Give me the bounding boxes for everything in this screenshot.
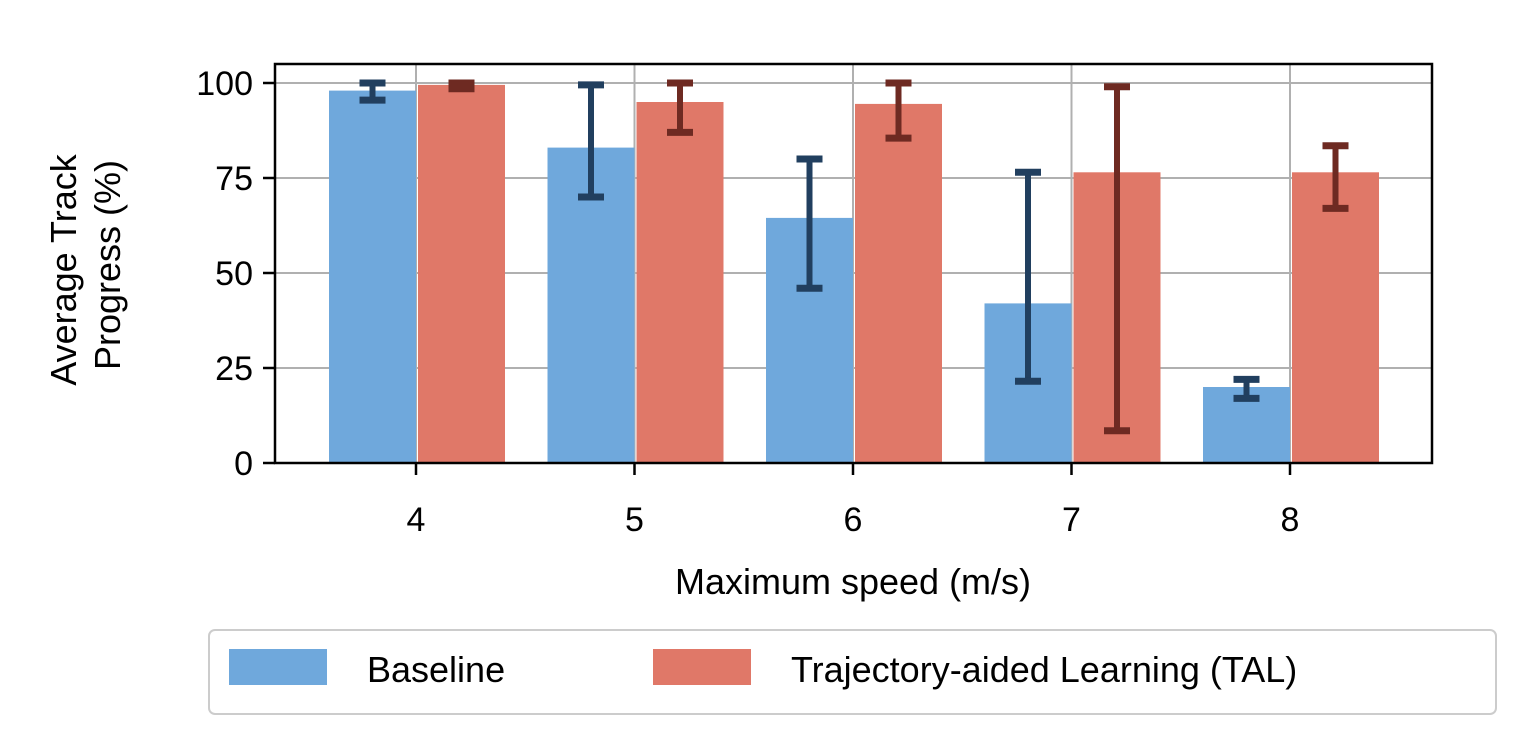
y-tick-label: 100 [196, 65, 253, 103]
legend-swatch-tal [653, 649, 751, 685]
error-bars [359, 79, 1349, 435]
x-axis-title: Maximum speed (m/s) [675, 561, 1031, 602]
y-tick-label: 50 [215, 255, 253, 293]
error-bar-baseline [1233, 375, 1260, 402]
legend: Baseline Trajectory-aided Learning (TAL) [208, 629, 1497, 715]
y-axis-title: Average Track Progress (%) [43, 144, 128, 385]
bar-tal [636, 102, 724, 463]
legend-label-tal: Trajectory-aided Learning (TAL) [791, 649, 1297, 690]
bars [329, 84, 1379, 464]
x-tick-label: 5 [625, 501, 644, 539]
error-bar-tal [448, 79, 475, 93]
x-tick-label: 4 [407, 501, 426, 539]
bar-baseline [329, 90, 416, 463]
legend-swatch-baseline [229, 649, 327, 685]
error-bar-tal [885, 79, 912, 142]
error-bar-baseline [1015, 168, 1041, 385]
legend-label-baseline: Baseline [367, 649, 505, 690]
bar-tal [1292, 172, 1379, 464]
x-tick-label: 6 [844, 501, 863, 539]
error-bar-baseline [796, 155, 823, 292]
x-tick-label: 7 [1062, 501, 1081, 539]
y-tick-label: 0 [234, 445, 253, 483]
error-bar-tal [667, 79, 693, 136]
bar-tal [418, 84, 505, 464]
error-bar-tal [1104, 83, 1130, 435]
x-tick-label: 8 [1281, 501, 1300, 539]
error-bar-baseline [578, 81, 604, 201]
y-tick-label: 75 [215, 160, 253, 198]
error-bar-baseline [359, 79, 386, 104]
y-axis-title-line-1: Average Track [43, 153, 84, 385]
error-bar-tal [1322, 142, 1349, 212]
y-axis-title-line-2: Progress (%) [87, 160, 128, 370]
y-tick-label: 25 [215, 350, 253, 388]
bar-tal [855, 103, 942, 464]
legend-frame [208, 629, 1497, 715]
ticks: 0 25 50 75 100 4 5 6 7 8 [196, 65, 1299, 539]
